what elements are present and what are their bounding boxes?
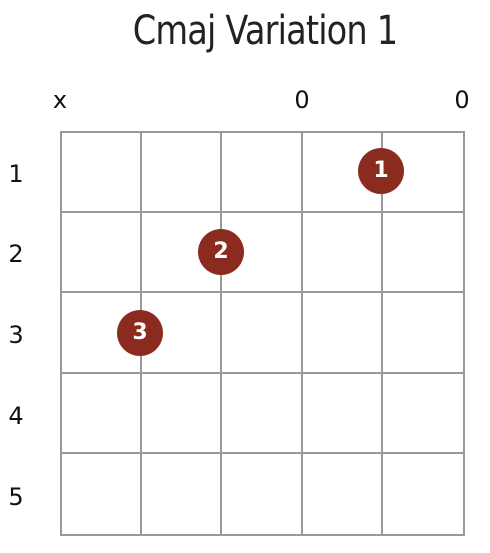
fret-cell	[382, 374, 463, 454]
fret-cell	[302, 213, 383, 294]
fret-cell	[222, 213, 303, 294]
finger-dot-2: 2	[198, 229, 244, 275]
fret-cell	[382, 213, 463, 294]
fret-cell	[142, 133, 223, 214]
fret-cell	[62, 133, 143, 214]
fret-number-2: 2	[8, 240, 24, 268]
fret-number-5: 5	[8, 483, 24, 511]
fret-cell	[302, 373, 383, 454]
fret-number-4: 4	[8, 402, 24, 430]
fret-cell	[62, 453, 143, 534]
fret-cell	[303, 453, 383, 534]
fret-cell	[382, 133, 463, 214]
fret-cell	[302, 293, 383, 374]
fret-number-1: 1	[8, 160, 24, 188]
string-1-marker: x	[52, 86, 68, 114]
chord-title: Cmaj Variation 1	[132, 8, 398, 54]
finger-dot-3: 3	[117, 310, 163, 356]
fret-number-3: 3	[8, 321, 24, 349]
fret-cell	[142, 293, 223, 374]
fret-cell	[222, 373, 303, 454]
fret-cell	[222, 133, 303, 214]
fret-cell	[62, 213, 143, 294]
string-4-marker: 0	[294, 86, 310, 114]
fret-cell	[142, 373, 223, 454]
string-6-marker: 0	[454, 86, 470, 114]
fret-cell	[142, 453, 223, 534]
fret-cell	[222, 293, 303, 374]
fret-cell	[222, 453, 303, 534]
fret-cell	[62, 373, 143, 454]
fret-cell	[382, 293, 463, 374]
fret-cell	[383, 454, 463, 534]
finger-dot-1: 1	[358, 148, 404, 194]
